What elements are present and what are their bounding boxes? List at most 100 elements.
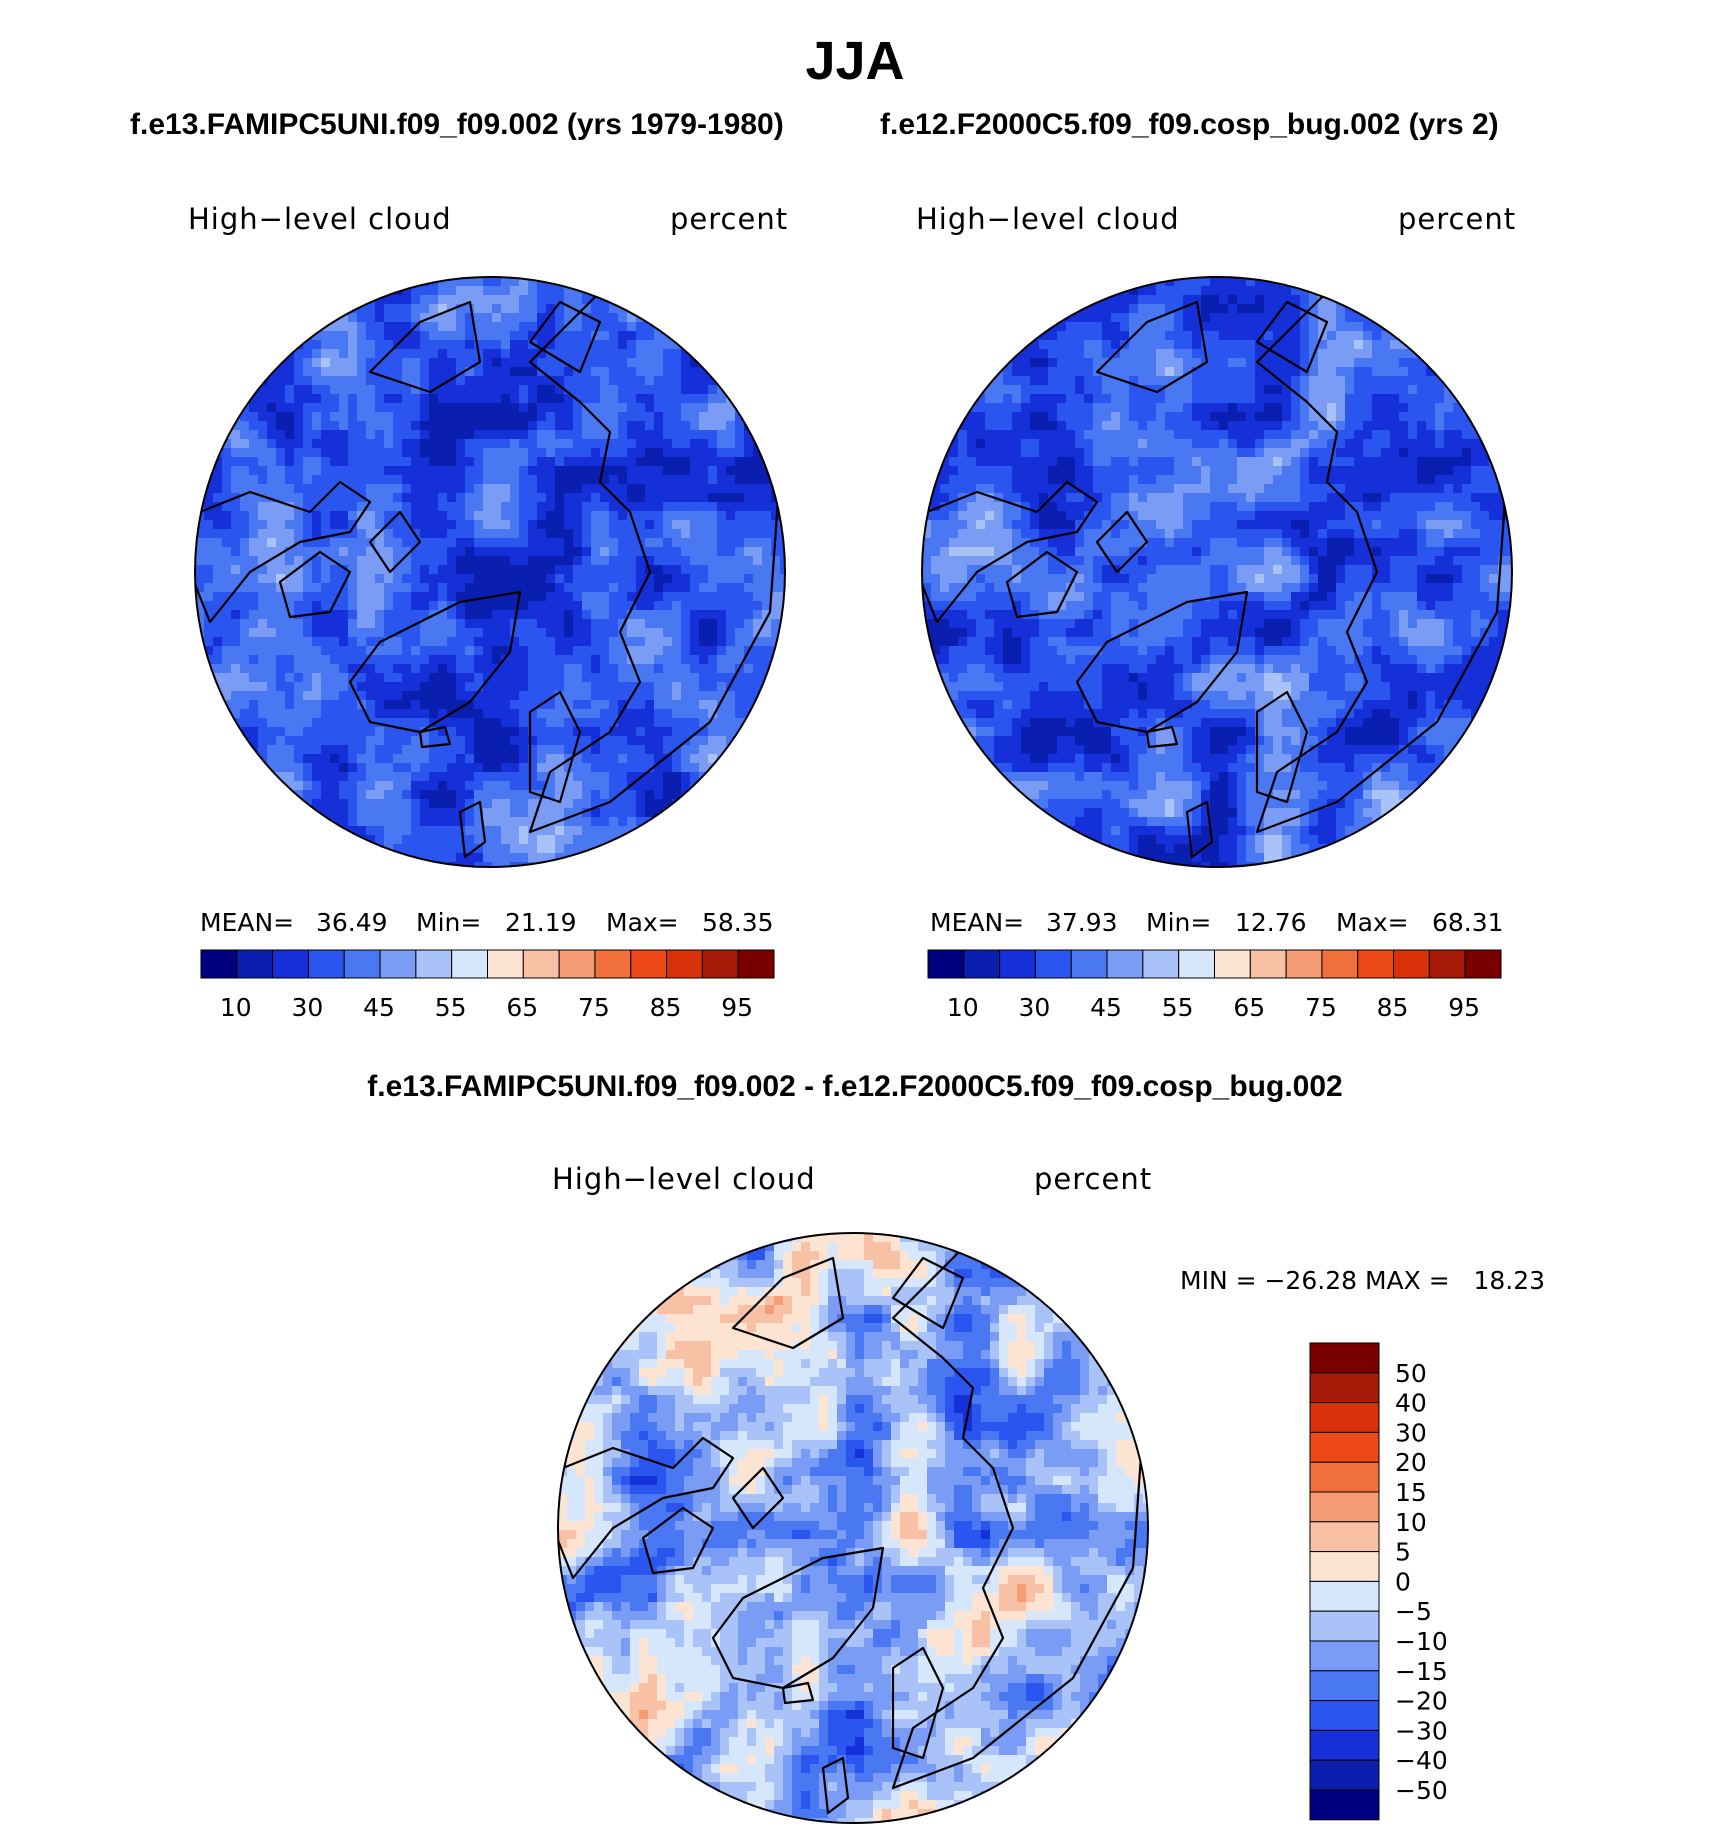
panel-1-colorbar-box	[451, 949, 488, 979]
panel-2-max-label: Max=	[1336, 908, 1409, 937]
panel-1-colorbar-tick-label: 30	[292, 993, 324, 1022]
panel-2-colorbar-box	[1249, 949, 1287, 979]
panel-2-map-boundary	[921, 276, 1513, 868]
panel-1-variable-label: High−level cloud	[188, 202, 452, 236]
difference-colorbar-box	[1309, 1580, 1380, 1612]
panel-2-colorbar-box	[1106, 949, 1144, 979]
panel-1-colorbar-box	[415, 949, 453, 979]
panel-1-colorbar-box	[272, 949, 309, 979]
difference-colorbar-tick-label: 30	[1395, 1418, 1427, 1447]
panel-2-colorbar-box	[1178, 949, 1215, 979]
difference-colorbar-box	[1309, 1431, 1380, 1463]
panel-1-map-boundary	[194, 276, 786, 868]
difference-colorbar-tick-label: 50	[1395, 1359, 1427, 1388]
panel-1-colorbar-tick-label: 85	[650, 993, 682, 1022]
panel-2-colorbar-box	[1428, 949, 1466, 979]
difference-colorbar-tick-label: 10	[1395, 1508, 1427, 1537]
panel-2-mean-label: MEAN=	[930, 908, 1025, 937]
panel-2-colorbar-tick-label: 95	[1448, 993, 1480, 1022]
panel-1-colorbar-box	[630, 949, 668, 979]
difference-variable-label: High−level cloud	[552, 1162, 816, 1196]
panel-2-colorbar-box	[1357, 949, 1395, 979]
difference-title: f.e13.FAMIPC5UNI.f09_f09.002 - f.e12.F20…	[367, 1070, 1343, 1103]
panel-1-mean-value: 36.49	[316, 908, 388, 937]
panel-1-colorbar-tick-label: 55	[435, 993, 467, 1022]
panel-1-colorbar-box	[236, 949, 274, 979]
panel-2-colorbar-box	[1393, 949, 1430, 979]
panel-2-colorbar-box	[1285, 949, 1323, 979]
panel-1-max-label: Max=	[606, 908, 679, 937]
panel-1-colorbar-box	[487, 949, 524, 979]
panel-1-colorbar-box	[522, 949, 560, 979]
panel-1-colorbar-tick-label: 45	[363, 993, 395, 1022]
panel-2-colorbar-box	[1070, 949, 1108, 979]
panel-1-colorbar-tick-label: 10	[220, 993, 252, 1022]
panel-2-colorbar-tick-label: 65	[1233, 993, 1265, 1022]
panel-2-colorbar-box	[963, 949, 1001, 979]
difference-colorbar-tick-label: −30	[1395, 1716, 1448, 1745]
difference-colorbar-tick-label: 15	[1395, 1478, 1427, 1507]
panel-2-run-title: f.e12.F2000C5.f09_f09.cosp_bug.002 (yrs …	[880, 108, 1499, 141]
panel-2-colorbar-tick-label: 30	[1019, 993, 1051, 1022]
difference-colorbar-box	[1309, 1521, 1380, 1553]
difference-colorbar-tick-label: 20	[1395, 1448, 1427, 1477]
panel-2-colorbar-tick-label: 75	[1305, 993, 1337, 1022]
difference-colorbar-tick-label: −50	[1395, 1776, 1448, 1805]
panel-2-colorbar-tick-label: 45	[1090, 993, 1122, 1022]
difference-colorbar-box	[1309, 1551, 1380, 1582]
panel-2-colorbar-tick-label: 10	[947, 993, 979, 1022]
difference-colorbar-tick-label: −15	[1395, 1657, 1448, 1686]
difference-colorbar-tick-label: −40	[1395, 1746, 1448, 1775]
difference-colorbar-box	[1309, 1372, 1380, 1404]
difference-colorbar-tick-label: −10	[1395, 1627, 1448, 1656]
panel-1-colorbar-tick-label: 95	[721, 993, 753, 1022]
panel-1-colorbar-tick-label: 75	[578, 993, 610, 1022]
panel-1-min-value: 21.19	[505, 908, 577, 937]
panel-1-min-label: Min=	[416, 908, 482, 937]
difference-colorbar-tick-label: 40	[1395, 1389, 1427, 1418]
difference-map-field	[558, 1233, 1148, 1823]
panel-1-colorbar-box	[307, 949, 345, 979]
panel-2-variable-label: High−level cloud	[916, 202, 1180, 236]
panel-1-units-label: percent	[670, 202, 789, 236]
panel-1-run-title: f.e13.FAMIPC5UNI.f09_f09.002 (yrs 1979-1…	[130, 108, 784, 141]
difference-colorbar-tick-label: −20	[1395, 1687, 1448, 1716]
difference-minmax: MIN = −26.28 MAX = 18.23	[1180, 1266, 1546, 1295]
panel-2-min-label: Min=	[1146, 908, 1212, 937]
difference-colorbar-box	[1309, 1640, 1380, 1672]
panel-2-colorbar-box	[927, 949, 965, 979]
panel-1-colorbar-box	[558, 949, 596, 979]
panel-1-map-field	[195, 277, 785, 867]
difference-colorbar-box	[1309, 1402, 1380, 1433]
panel-1-map-coastlines	[195, 280, 782, 859]
difference-colorbar-tick-label: −5	[1395, 1597, 1432, 1626]
panel-2-colorbar-box	[1214, 949, 1251, 979]
panel-1-colorbar: 10 30 45 55 65 75 85 95	[200, 949, 775, 1022]
difference-map-boundary	[557, 1232, 1149, 1824]
panel-1-max-value: 58.35	[702, 908, 774, 937]
difference-colorbar-box	[1309, 1670, 1380, 1702]
panel-1-colorbar-box	[701, 949, 739, 979]
difference-colorbar-tick-label: 0	[1395, 1567, 1411, 1596]
panel-2-colorbar-box	[999, 949, 1036, 979]
panel-2-colorbar-tick-label: 55	[1162, 993, 1194, 1022]
figure-title: JJA	[805, 31, 905, 91]
difference-colorbar-box	[1309, 1610, 1380, 1642]
difference-colorbar-box	[1309, 1461, 1380, 1493]
panel-2-min-value: 12.76	[1235, 908, 1307, 937]
difference-colorbar-box	[1309, 1491, 1380, 1523]
panel-1-colorbar-box	[379, 949, 417, 979]
panel-2-colorbar-box	[1464, 949, 1502, 979]
difference-colorbar-box	[1309, 1342, 1380, 1374]
panel-1-colorbar-box	[737, 949, 775, 979]
panel-1-colorbar-box	[666, 949, 703, 979]
panel-1-colorbar-box	[343, 949, 381, 979]
panel-2-colorbar: 10 30 45 55 65 75 85 95	[927, 949, 1502, 1022]
panel-2-colorbar-box	[1142, 949, 1180, 979]
panel-2-max-value: 68.31	[1432, 908, 1504, 937]
panel-1-mean-label: MEAN=	[200, 908, 295, 937]
difference-colorbar-box	[1309, 1729, 1380, 1761]
difference-colorbar-box	[1309, 1759, 1380, 1791]
